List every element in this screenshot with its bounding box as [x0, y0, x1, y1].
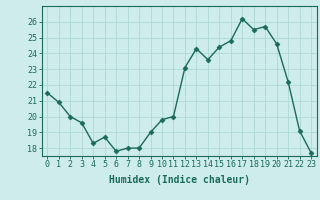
- X-axis label: Humidex (Indice chaleur): Humidex (Indice chaleur): [109, 175, 250, 185]
